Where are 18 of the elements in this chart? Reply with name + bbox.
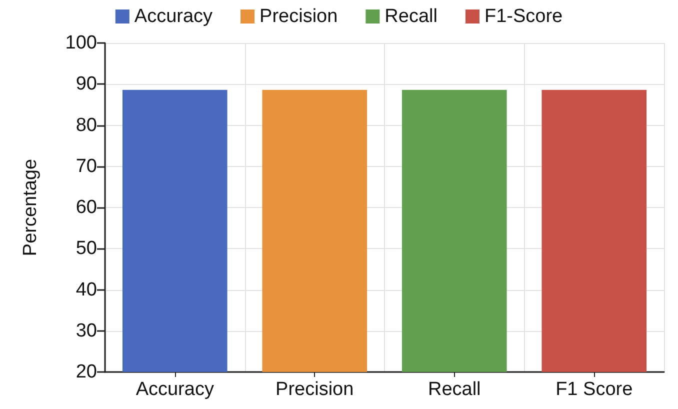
legend-label: Recall <box>384 6 438 27</box>
x-tick-label: F1 Score <box>556 379 633 400</box>
legend-label: F1-Score <box>484 6 563 27</box>
y-axis-title: Percentage <box>20 158 41 256</box>
x-tick-label: Accuracy <box>136 379 214 400</box>
y-tick-label: 50 <box>76 238 97 260</box>
y-tick-label: 90 <box>76 74 97 95</box>
legend-label: Precision <box>260 6 338 27</box>
y-tick-label: 30 <box>76 320 97 342</box>
x-tick-label: Precision <box>276 379 354 400</box>
y-tick-label: 70 <box>76 156 97 177</box>
y-tick-label: 40 <box>76 279 97 300</box>
legend-label: Accuracy <box>134 6 214 27</box>
y-tick-label: 100 <box>65 32 97 54</box>
y-tick-label: 20 <box>76 362 97 382</box>
x-tick-label: Recall <box>428 379 481 400</box>
y-tick-label: 80 <box>76 114 97 136</box>
y-tick-label: 60 <box>76 197 97 218</box>
